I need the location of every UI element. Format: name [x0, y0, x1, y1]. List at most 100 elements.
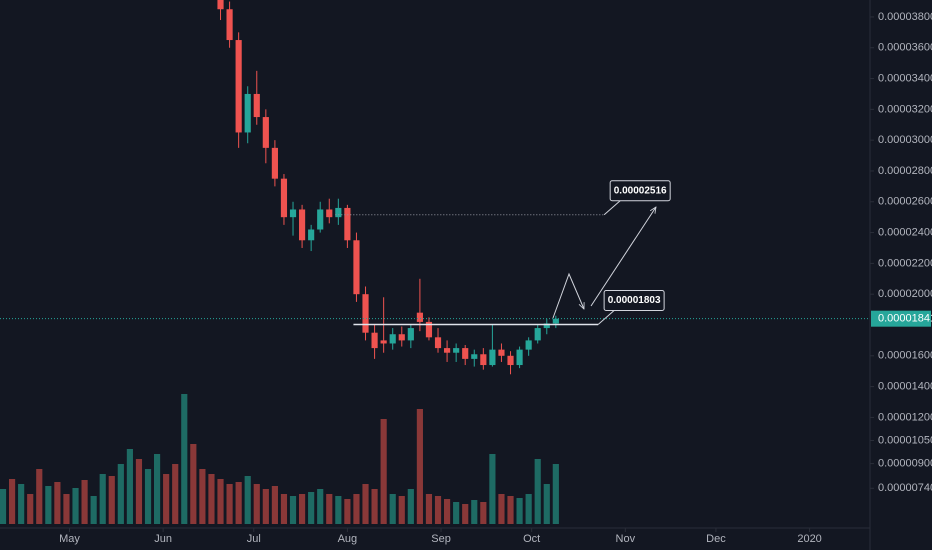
- last-price-label: 0.00001841: [878, 313, 932, 325]
- volume-bar: [280, 494, 288, 524]
- candle-body: [335, 207, 342, 218]
- y-tick-label: 0.00002600: [878, 196, 932, 208]
- volume-bar: [72, 488, 79, 524]
- volume-bar: [462, 504, 469, 524]
- volume-bar: [90, 496, 97, 524]
- y-tick-label: 0.00003400: [878, 72, 932, 84]
- volume-bar: [317, 489, 324, 524]
- candle-body: [398, 334, 405, 341]
- candle-body: [434, 337, 442, 349]
- volume-bar: [453, 502, 460, 524]
- volume-bar: [552, 464, 559, 524]
- volume-bar: [308, 492, 315, 524]
- volume-bar: [516, 498, 523, 524]
- volume-bar: [172, 464, 179, 524]
- level-label: 0.00001803: [608, 295, 661, 306]
- volume-bar: [163, 474, 170, 524]
- volume-bar: [81, 480, 88, 524]
- volume-bar: [335, 496, 342, 524]
- volume-bar: [398, 496, 405, 524]
- candle-body: [552, 318, 559, 324]
- volume-bar: [9, 479, 16, 524]
- volume-bar: [362, 484, 369, 524]
- volume-bar: [154, 454, 161, 524]
- y-tick-label: 0.00002400: [878, 226, 932, 238]
- volume-bar: [380, 419, 387, 524]
- candle-body: [507, 355, 514, 366]
- volume-bar: [489, 454, 496, 524]
- x-tick-label: Nov: [616, 533, 636, 545]
- x-tick-label: Jun: [154, 533, 172, 545]
- volume-bar: [99, 474, 106, 524]
- volume-bar: [244, 476, 251, 524]
- volume-bar: [226, 484, 233, 524]
- volume-bar: [353, 494, 360, 524]
- x-tick-label: Oct: [523, 533, 540, 545]
- volume-bar: [217, 479, 224, 524]
- y-tick-label: 0.00001400: [878, 381, 932, 393]
- y-tick-label: 0.00002800: [878, 165, 932, 177]
- volume-bar: [425, 494, 433, 524]
- volume-bar: [389, 494, 396, 524]
- candle-body: [453, 348, 460, 353]
- volume-bar: [262, 489, 269, 524]
- candle-body: [380, 340, 387, 344]
- candle-body: [217, 0, 224, 10]
- volume-bar: [36, 469, 43, 524]
- volume-bar: [18, 484, 25, 524]
- y-tick-label: 0.00000900: [878, 458, 932, 470]
- candle-body: [471, 354, 478, 359]
- plot-area: [0, 0, 559, 524]
- volume-bar: [525, 494, 532, 524]
- level-label: 0.00002516: [614, 185, 667, 196]
- projection-arrow: [590, 207, 656, 307]
- y-tick-label: 0.00001050: [878, 434, 932, 446]
- volume-bar: [190, 444, 197, 524]
- volume-bar: [407, 489, 414, 524]
- volume-bar: [108, 476, 115, 524]
- y-tick-label: 0.00002200: [878, 257, 932, 269]
- y-tick-label: 0.00003800: [878, 11, 932, 23]
- volume-bar: [498, 494, 505, 524]
- volume-bar: [181, 394, 188, 524]
- candle-body: [289, 209, 297, 218]
- candle-body: [534, 328, 541, 341]
- candle-body: [280, 178, 288, 218]
- candle-body: [362, 294, 369, 333]
- y-tick-label: 0.00003600: [878, 42, 932, 54]
- candle-body: [489, 349, 496, 366]
- candle-body: [444, 348, 451, 353]
- candle-body: [317, 209, 324, 230]
- candle-body: [226, 9, 233, 41]
- y-tick-label: 0.00003000: [878, 134, 932, 146]
- projection-arrow: [552, 272, 584, 319]
- volume-bar: [371, 489, 378, 524]
- volume-bar: [534, 459, 541, 524]
- volume-bar: [208, 474, 215, 524]
- candle-body: [480, 354, 487, 366]
- x-tick-label: Dec: [706, 533, 726, 545]
- volume-bar: [507, 496, 514, 524]
- volume-bar: [199, 469, 206, 524]
- y-tick-label: 0.00003200: [878, 103, 932, 115]
- volume-bar: [144, 469, 152, 524]
- candle-body: [326, 209, 333, 218]
- volume-bar: [126, 449, 133, 524]
- volume-bar: [289, 496, 297, 524]
- candle-body: [498, 349, 505, 356]
- volume-bar: [45, 486, 52, 524]
- volume-bar: [0, 489, 7, 524]
- x-tick-label: May: [59, 533, 80, 545]
- volume-bar: [63, 494, 70, 524]
- volume-bar: [480, 502, 487, 524]
- candle-body: [262, 117, 269, 148]
- volume-bar: [444, 499, 451, 524]
- y-tick-label: 0.00001200: [878, 411, 932, 423]
- volume-bar: [299, 494, 306, 524]
- callout-stem: [603, 200, 621, 216]
- volume-bar: [271, 486, 278, 524]
- candle-body: [543, 323, 550, 329]
- volume-bar: [543, 484, 550, 524]
- volume-bar: [344, 499, 351, 524]
